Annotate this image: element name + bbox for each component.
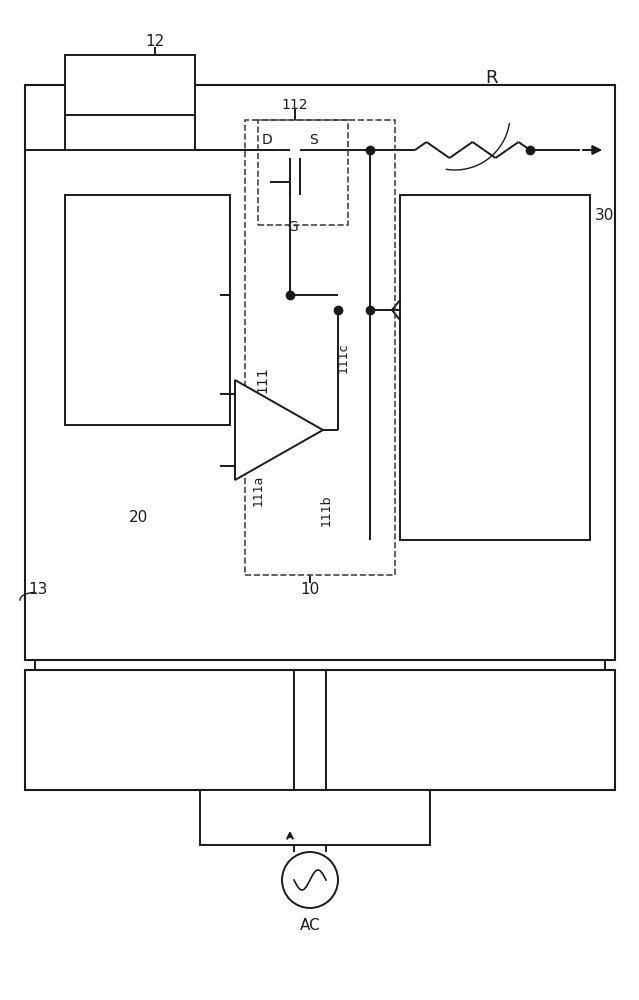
- Text: 12: 12: [146, 34, 165, 49]
- Bar: [25, 85, 615, 660]
- Text: 111c: 111c: [337, 343, 350, 373]
- Text: S: S: [309, 133, 318, 147]
- Bar: [65, 55, 195, 115]
- Text: 112: 112: [282, 98, 308, 112]
- Text: +: +: [241, 458, 253, 472]
- Text: 111b: 111b: [320, 494, 333, 526]
- Bar: [200, 790, 430, 845]
- Polygon shape: [235, 380, 323, 480]
- Bar: [25, 670, 615, 790]
- Bar: [400, 195, 590, 540]
- Text: 30: 30: [594, 208, 613, 223]
- Text: 111: 111: [255, 367, 269, 393]
- Bar: [65, 195, 230, 425]
- Text: AC: AC: [300, 918, 320, 932]
- Text: 10: 10: [300, 582, 320, 597]
- Bar: [258, 120, 348, 225]
- Bar: [245, 120, 395, 575]
- Text: -: -: [245, 388, 249, 402]
- Text: 111a: 111a: [252, 474, 265, 506]
- Text: R: R: [485, 69, 498, 87]
- Text: G: G: [287, 220, 298, 234]
- Text: 20: 20: [128, 510, 148, 526]
- Text: 13: 13: [28, 582, 47, 597]
- Text: D: D: [261, 133, 272, 147]
